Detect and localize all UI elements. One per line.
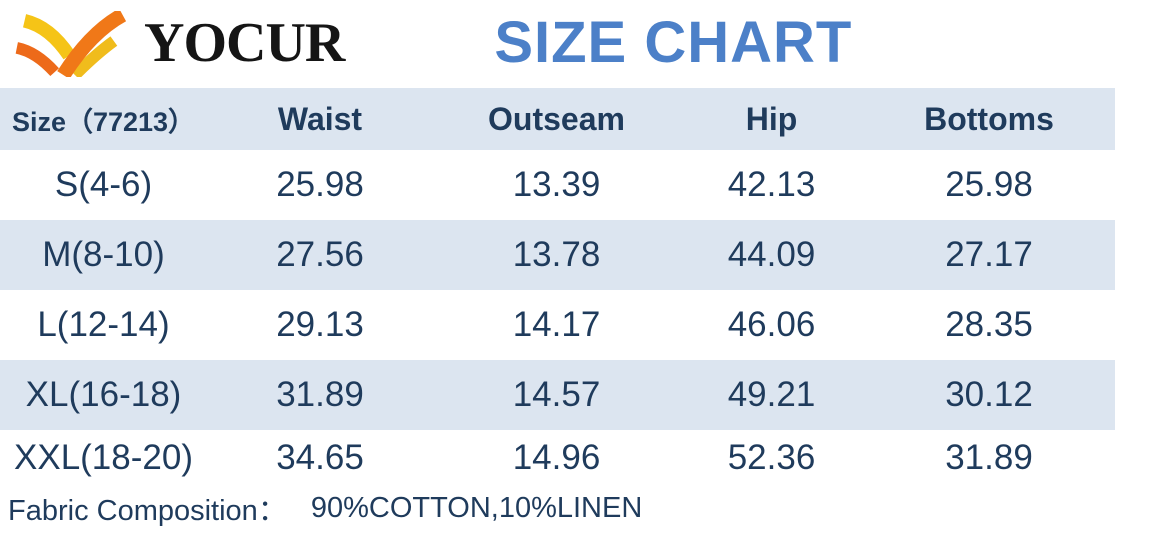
cell-waist: 27.56 xyxy=(207,220,433,290)
cell-bottoms: 25.98 xyxy=(945,165,1033,204)
col-header-size: Size（77213） xyxy=(0,88,207,150)
cell-bottoms: 30.12 xyxy=(863,360,1115,430)
yocur-swoosh-logo-icon xyxy=(15,11,127,77)
col-header-hip: Hip xyxy=(680,88,863,150)
cell-waist: 34.65 xyxy=(276,437,364,477)
cell-hip: 52.36 xyxy=(727,437,816,477)
cell-outseam: 13.39 xyxy=(512,165,601,204)
brand-name: YOCUR xyxy=(144,12,345,74)
cell-hip: 49.21 xyxy=(680,360,863,430)
cell-outseam: 14.57 xyxy=(433,360,680,430)
fabric-composition-label: Fabric Composition： xyxy=(8,495,287,527)
table-row-xxl: XXL(18-20) 34.65 14.96 52.36 31.89 xyxy=(0,430,1115,485)
cell-outseam: 13.78 xyxy=(433,220,680,290)
cell-hip: 46.06 xyxy=(727,305,816,344)
cell-size: XXL(18-20) xyxy=(14,437,193,477)
cell-waist: 29.13 xyxy=(276,305,364,344)
cell-size: M(8-10) xyxy=(0,220,207,290)
brand: YOCUR xyxy=(12,9,345,77)
cell-waist: 31.89 xyxy=(207,360,433,430)
cell-size: L(12-14) xyxy=(37,305,170,344)
cell-outseam: 14.96 xyxy=(512,437,601,477)
col-header-waist: Waist xyxy=(207,88,433,150)
cell-outseam: 14.17 xyxy=(512,305,601,344)
col-header-outseam: Outseam xyxy=(433,88,680,150)
table-row-xl: XL(16-18) 31.89 14.57 49.21 30.12 xyxy=(0,360,1115,430)
cell-bottoms: 27.17 xyxy=(863,220,1115,290)
fabric-composition-value: 90%COTTON,10%LINEN xyxy=(310,491,643,524)
fabric-composition: Fabric Composition： 90%COTTON,10%LINEN xyxy=(0,485,1157,531)
cell-waist: 25.98 xyxy=(276,165,364,204)
table-row-l: L(12-14) 29.13 14.17 46.06 28.35 xyxy=(0,290,1115,360)
cell-hip: 44.09 xyxy=(680,220,863,290)
cell-bottoms: 31.89 xyxy=(945,437,1033,477)
cell-size: S(4-6) xyxy=(54,165,153,204)
cell-size: XL(16-18) xyxy=(0,360,207,430)
cell-hip: 42.13 xyxy=(727,165,816,204)
size-chart-table: Size（77213） Waist Outseam Hip Bottoms S(… xyxy=(0,88,1115,485)
cell-bottoms: 28.35 xyxy=(945,305,1033,344)
table-row-s: S(4-6) 25.98 13.39 42.13 25.98 xyxy=(0,150,1115,220)
header-banner: YOCUR SIZE CHART xyxy=(0,0,1157,86)
table-row-m: M(8-10) 27.56 13.78 44.09 27.17 xyxy=(0,220,1115,290)
col-header-bottoms: Bottoms xyxy=(863,88,1115,150)
page-title: SIZE CHART xyxy=(494,10,853,75)
table-header-row: Size（77213） Waist Outseam Hip Bottoms xyxy=(0,88,1115,150)
